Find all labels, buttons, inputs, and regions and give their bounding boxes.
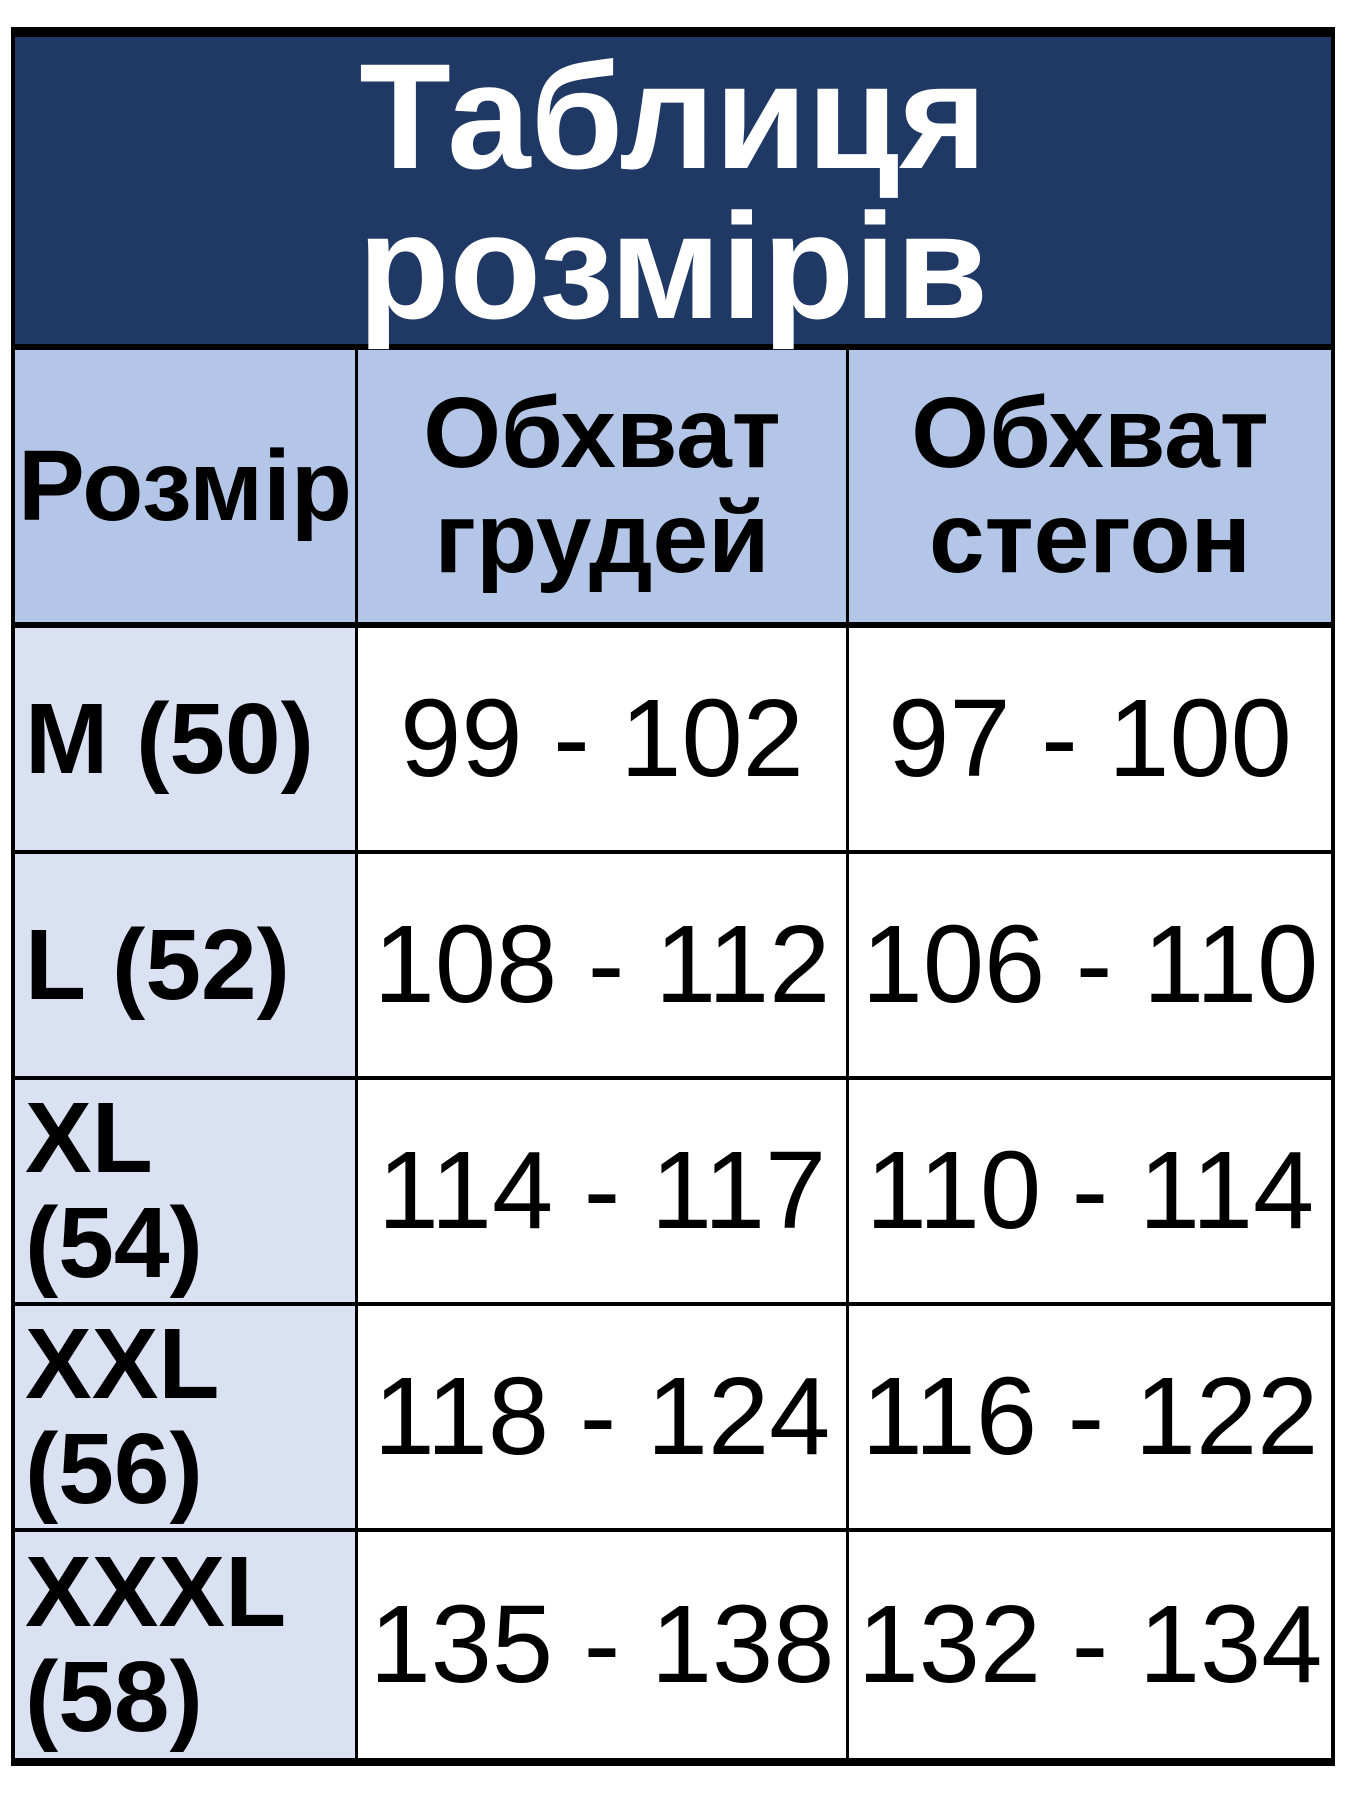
hips-value: 110 - 114 <box>846 1080 1331 1302</box>
hips-value: 132 - 134 <box>846 1532 1331 1758</box>
size-chart-table: Таблиця розмірів Розмір Обхват грудей Об… <box>11 27 1335 1766</box>
table-row: XL (54) 114 - 117 110 - 114 <box>15 1080 1331 1306</box>
column-header-hips: Обхват стегон <box>846 350 1331 622</box>
hips-value: 116 - 122 <box>846 1306 1331 1528</box>
table-title: Таблиця розмірів <box>15 37 1331 350</box>
hips-value: 106 - 110 <box>846 854 1331 1076</box>
chest-value: 135 - 138 <box>355 1532 846 1758</box>
header-row: Розмір Обхват грудей Обхват стегон <box>15 350 1331 628</box>
size-label: XXXL (58) <box>15 1532 355 1758</box>
table-row: L (52) 108 - 112 106 - 110 <box>15 854 1331 1080</box>
size-label: XL (54) <box>15 1080 355 1302</box>
size-label: L (52) <box>15 854 355 1076</box>
chest-value: 118 - 124 <box>355 1306 846 1528</box>
column-header-chest: Обхват грудей <box>355 350 846 622</box>
chest-value: 108 - 112 <box>355 854 846 1076</box>
table-row: XXL (56) 118 - 124 116 - 122 <box>15 1306 1331 1532</box>
chest-value: 114 - 117 <box>355 1080 846 1302</box>
hips-value: 97 - 100 <box>846 628 1331 850</box>
column-header-size: Розмір <box>17 429 353 542</box>
table-row: M (50) 99 - 102 97 - 100 <box>15 628 1331 854</box>
table-row: XXXL (58) 135 - 138 132 - 134 <box>15 1532 1331 1758</box>
size-label: XXL (56) <box>15 1306 355 1528</box>
size-label: M (50) <box>15 628 355 850</box>
chest-value: 99 - 102 <box>355 628 846 850</box>
